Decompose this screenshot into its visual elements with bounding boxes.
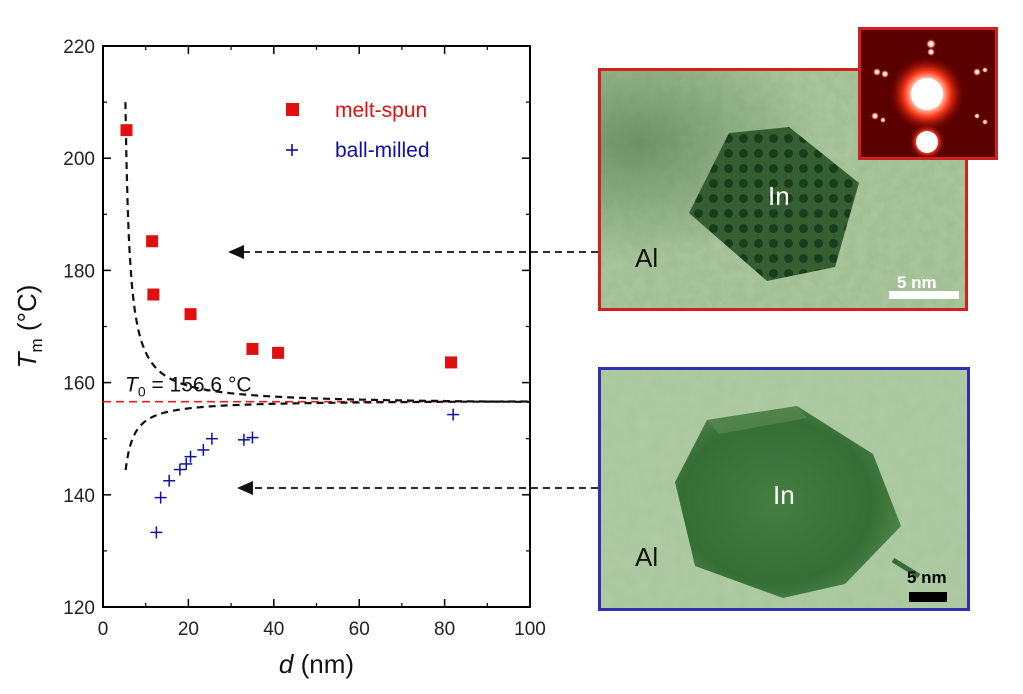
data-point-melt-spun — [445, 356, 458, 369]
x-tick-label: 40 — [263, 619, 284, 640]
data-point-ball-milled — [173, 463, 186, 476]
y-tick-label: 220 — [63, 37, 95, 58]
y-axis-label: Tm (°C) — [12, 285, 46, 369]
data-point-ball-milled — [150, 526, 163, 539]
data-point-melt-spun — [120, 124, 133, 137]
y-tick-label: 200 — [63, 149, 95, 170]
legend-label-melt-spun: melt-spun — [335, 99, 427, 122]
x-tick-label: 100 — [514, 619, 546, 640]
data-point-melt-spun — [184, 308, 197, 321]
melting-point-chart: 0 20 40 60 80 100 120 140 160 180 200 220 d (nm) Tm (… — [12, 37, 598, 679]
x-axis-label: d (nm) — [279, 649, 354, 679]
legend-marker-ball-milled — [286, 144, 298, 156]
data-point-melt-spun — [147, 288, 160, 301]
diffraction-pattern-inset — [858, 27, 998, 160]
data-point-melt-spun — [272, 346, 285, 359]
arrow-head — [228, 245, 244, 259]
reference-line-label: T0 = 156.6 °C — [125, 374, 252, 400]
y-tick-label: 120 — [63, 598, 95, 619]
data-point-ball-milled — [163, 474, 176, 487]
data-point-ball-milled — [180, 457, 193, 470]
y-tick-label: 180 — [63, 261, 95, 282]
x-tick-label: 0 — [98, 619, 109, 640]
y-tick-label: 160 — [63, 374, 95, 395]
scale-bar-label: 5 nm — [907, 568, 947, 587]
data-point-melt-spun — [146, 235, 159, 248]
matrix-label-al: Al — [635, 542, 659, 572]
particle-label-in: In — [773, 480, 795, 510]
data-point-ball-milled — [184, 450, 197, 463]
data-point-ball-milled — [197, 443, 210, 456]
x-tick-label: 80 — [434, 619, 455, 640]
matrix-label-al: Al — [635, 243, 659, 273]
data-point-ball-milled — [205, 432, 218, 445]
data-point-melt-spun — [246, 342, 259, 355]
data-point-ball-milled — [246, 431, 259, 444]
arrow-head — [237, 481, 253, 495]
scale-bar-label: 5 nm — [897, 273, 937, 292]
legend-label-ball-milled: ball-milled — [335, 139, 430, 162]
y-tick-label: 140 — [63, 486, 95, 507]
fit-curve-ball-milled — [124, 400, 530, 471]
data-point-ball-milled — [154, 491, 167, 504]
arrow-melt-spun — [228, 245, 598, 259]
particle-label-in: In — [768, 181, 790, 211]
tem-image-ball-milled: In Al 5 nm — [598, 367, 970, 611]
x-tick-label: 60 — [349, 619, 370, 640]
arrow-ball-milled — [237, 481, 598, 495]
fit-curve-melt-spun — [124, 102, 530, 403]
plot-frame — [102, 45, 531, 608]
x-tick-label: 20 — [178, 619, 199, 640]
data-point-ball-milled — [447, 408, 460, 421]
data-point-ball-milled — [237, 433, 250, 446]
legend-marker-melt-spun — [286, 103, 299, 116]
